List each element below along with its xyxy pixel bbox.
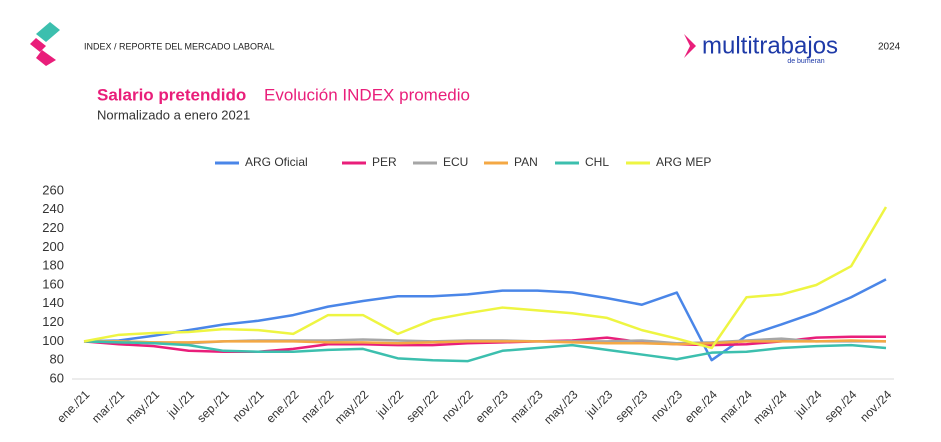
x-tick-label: jul./23	[582, 387, 615, 420]
x-tick-label: may./22	[332, 387, 372, 427]
year: 2024	[878, 42, 901, 53]
legend-label: PER	[372, 155, 397, 169]
x-tick-label: nov./22	[439, 387, 476, 424]
x-tick-label: mar./22	[298, 387, 336, 425]
x-tick-label: sep./23	[613, 387, 651, 425]
legend-label: CHL	[585, 155, 609, 169]
x-tick-label: jul./21	[164, 387, 197, 420]
y-tick-label: 200	[42, 239, 64, 254]
x-tick-label: nov./21	[230, 387, 267, 424]
y-tick-label: 220	[42, 220, 64, 235]
x-tick-label: mar./24	[717, 387, 755, 425]
series-line	[83, 335, 886, 353]
x-tick-label: nov./24	[857, 387, 894, 424]
legend-label: ARG Oficial	[245, 155, 308, 169]
y-tick-label: 140	[42, 295, 64, 310]
x-tick-label: nov./23	[648, 387, 685, 424]
x-tick-label: sep./22	[403, 387, 441, 425]
y-tick-label: 240	[42, 201, 64, 216]
report-label: INDEX / REPORTE DEL MERCADO LABORAL	[84, 41, 275, 51]
y-tick-label: 260	[42, 182, 64, 197]
y-tick-label: 180	[42, 258, 64, 273]
series-line	[83, 340, 887, 363]
x-tick-label: may./24	[750, 387, 790, 427]
x-tick-label: jul./22	[373, 387, 406, 420]
x-tick-label: sep./21	[194, 387, 232, 425]
y-tick-label: 100	[42, 333, 64, 348]
chart-title: Salario pretendido	[97, 85, 246, 104]
y-tick-label: 80	[50, 352, 64, 367]
logo	[30, 22, 60, 66]
y-tick-label: 160	[42, 276, 64, 291]
chart-title-rest: Evolución INDEX promedio	[264, 85, 470, 104]
x-tick-label: ene./22	[263, 387, 301, 425]
legend-label: PAN	[514, 155, 538, 169]
series-line	[83, 206, 888, 350]
legend-label: ECU	[443, 155, 468, 169]
brand-icon	[684, 34, 696, 58]
x-tick-label: mar./23	[507, 387, 545, 425]
x-tick-label: may./23	[541, 387, 581, 427]
y-tick-label: 120	[42, 314, 64, 329]
series-line	[84, 339, 887, 346]
x-tick-label: ene./23	[473, 387, 511, 425]
brand: multitrabajos	[702, 32, 838, 59]
y-tick-label: 60	[50, 370, 64, 385]
x-tick-label: may./21	[123, 387, 163, 427]
x-tick-label: sep./24	[822, 387, 860, 425]
x-tick-label: ene./24	[682, 387, 720, 425]
chart-subtitle: Normalizado a enero 2021	[97, 107, 250, 122]
series-line	[83, 278, 887, 362]
x-tick-label: jul./24	[791, 387, 824, 420]
legend-label: ARG MEP	[656, 155, 711, 169]
brand-sub: de bumeran	[787, 58, 824, 65]
x-tick-label: ene./21	[54, 387, 92, 425]
x-tick-label: mar./21	[89, 387, 127, 425]
